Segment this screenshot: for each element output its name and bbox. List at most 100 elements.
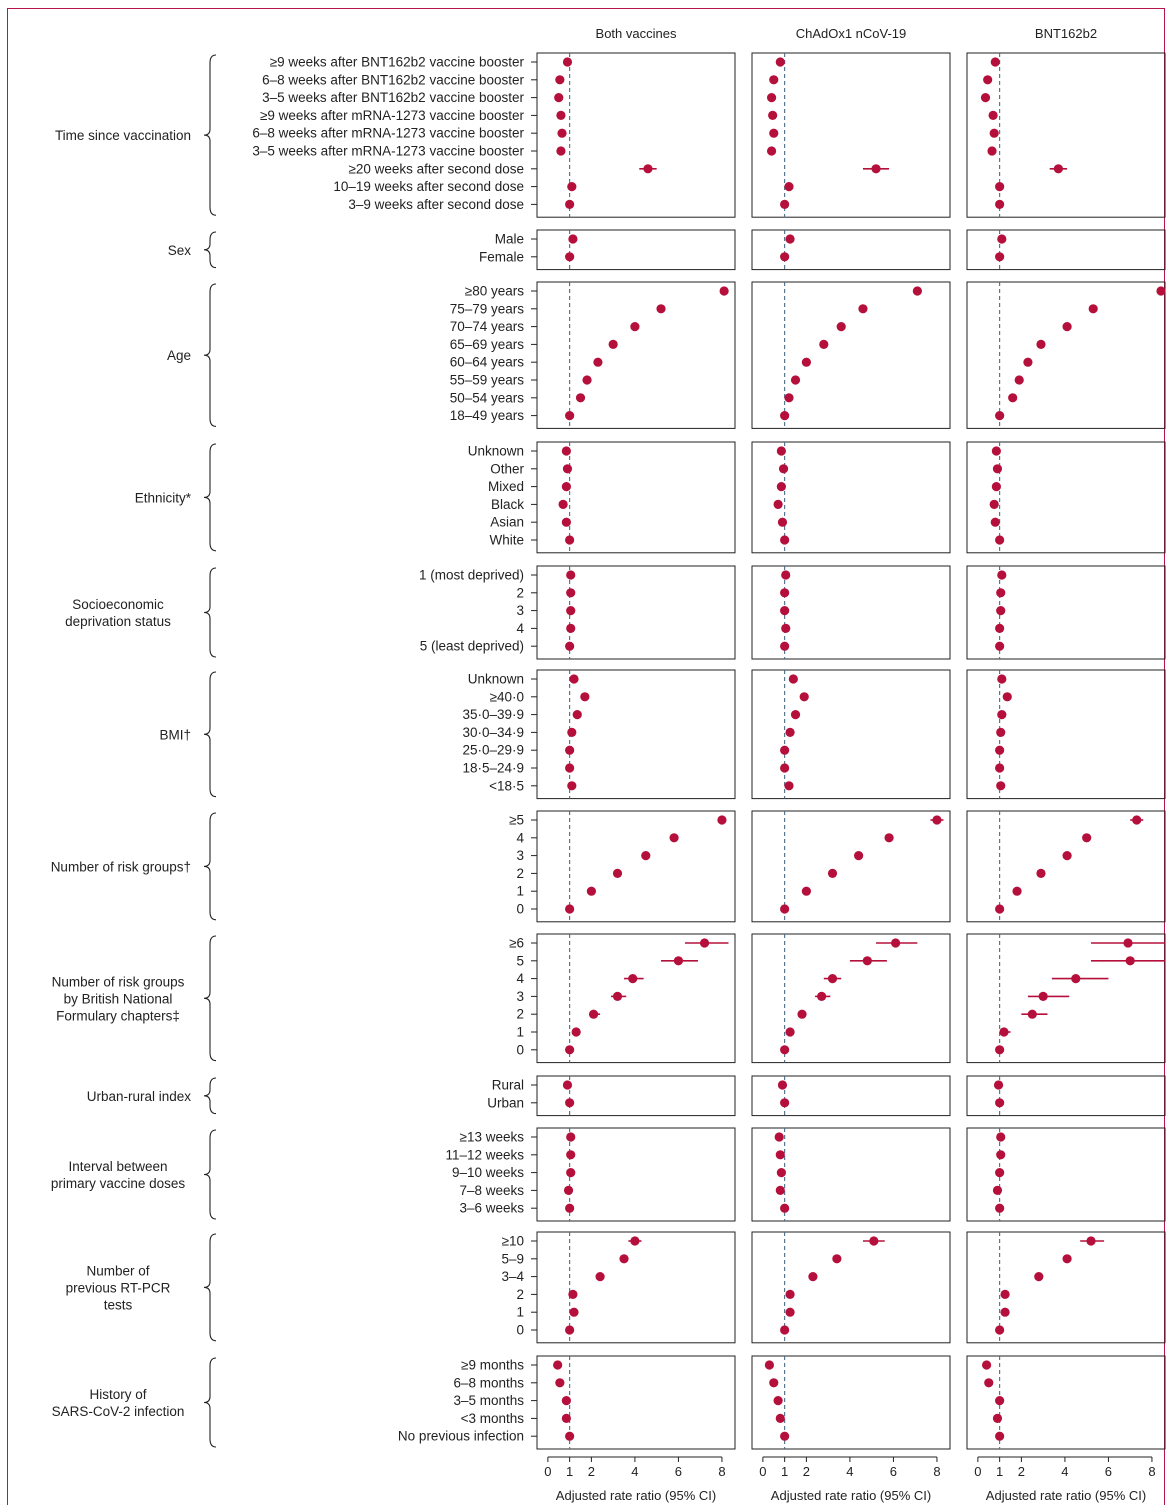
estimate-point xyxy=(1038,991,1048,1002)
x-tick-label: 1 xyxy=(781,1464,788,1479)
estimate-point xyxy=(561,517,571,527)
estimate-point xyxy=(1082,833,1092,843)
estimate-point xyxy=(1125,956,1135,966)
estimate-point xyxy=(565,1325,575,1335)
x-axis-label: Adjusted rate ratio (95% CI) xyxy=(771,1488,931,1503)
row-label: 6–8 months xyxy=(453,1375,524,1390)
panel-title: Both vaccines xyxy=(596,26,677,41)
row-label: 4 xyxy=(516,621,524,636)
panel-box xyxy=(751,441,951,554)
row-label: 0 xyxy=(516,902,524,917)
group-label: Interval between primary vaccine doses xyxy=(51,1159,186,1191)
row-label: ≥9 months xyxy=(461,1358,524,1373)
estimate-point xyxy=(561,1413,571,1423)
estimate-point xyxy=(562,464,573,474)
estimate-point xyxy=(1002,692,1012,702)
x-tick-label: 8 xyxy=(718,1464,725,1479)
row-label: Rural xyxy=(492,1078,524,1093)
estimate-point xyxy=(785,1027,795,1037)
estimate-point xyxy=(785,727,795,738)
panel-title: ChAdOx1 nCoV-19 xyxy=(796,26,907,41)
x-tick-label: 2 xyxy=(1018,1464,1025,1479)
estimate-point xyxy=(563,1185,574,1195)
estimate-point xyxy=(780,1325,790,1335)
estimate-point xyxy=(780,199,790,209)
row-label: 3 xyxy=(516,989,524,1004)
row-label: Unknown xyxy=(468,672,524,687)
estimate-point xyxy=(780,745,790,755)
estimate-point xyxy=(780,904,790,914)
row-label: 1 xyxy=(516,884,524,899)
row-label: 5 xyxy=(516,953,524,968)
row-label: 70–74 years xyxy=(450,319,525,334)
estimate-point xyxy=(995,199,1005,209)
estimate-point xyxy=(989,499,999,509)
estimate-point xyxy=(1088,304,1098,314)
group-label: Urban-rural index xyxy=(87,1089,192,1104)
estimate-point xyxy=(780,588,790,598)
panel-box xyxy=(966,1075,1166,1117)
estimate-point xyxy=(995,904,1005,914)
row-label: Male xyxy=(495,232,524,247)
estimate-point xyxy=(769,128,779,138)
estimate-point xyxy=(586,886,596,896)
estimate-point xyxy=(565,745,575,755)
row-label: 3–5 months xyxy=(453,1393,524,1408)
row-label: 65–69 years xyxy=(450,337,525,352)
x-tick-label: 2 xyxy=(588,1464,595,1479)
estimate-point xyxy=(766,93,777,103)
group-label: Sex xyxy=(168,243,192,258)
estimate-point xyxy=(988,110,998,120)
estimate-point xyxy=(997,710,1007,720)
panel-box xyxy=(966,669,1166,800)
estimate-point xyxy=(612,868,623,879)
row-label: 7–8 weeks xyxy=(459,1183,524,1198)
estimate-point xyxy=(777,517,788,527)
x-tick-label: 6 xyxy=(1105,1464,1112,1479)
estimate-point xyxy=(566,570,576,580)
estimate-point xyxy=(995,763,1005,773)
row-label: 6–8 weeks after BNT162b2 vaccine booster xyxy=(262,72,524,87)
estimate-point xyxy=(997,674,1007,684)
row-label: 3–4 xyxy=(501,1269,524,1284)
estimate-point xyxy=(553,1360,563,1370)
estimate-point xyxy=(996,781,1006,791)
panel-box xyxy=(966,281,1166,429)
row-label: Unknown xyxy=(468,444,524,459)
panel-box xyxy=(751,933,951,1064)
group-label: Age xyxy=(167,348,191,363)
estimate-point xyxy=(1132,815,1142,825)
panel-box xyxy=(751,810,951,923)
panel-box xyxy=(751,1355,951,1450)
group-brace xyxy=(203,812,217,921)
panel-box xyxy=(751,52,951,218)
row-label: 1 xyxy=(516,1025,524,1040)
estimate-point xyxy=(572,710,582,720)
row-label: 0 xyxy=(516,1323,524,1338)
estimate-point xyxy=(565,252,575,262)
x-tick-label: 4 xyxy=(1061,1464,1068,1479)
group-label: Number of risk groups by British National… xyxy=(52,974,185,1023)
estimate-point xyxy=(561,482,571,492)
row-label: 18–49 years xyxy=(450,408,525,423)
estimate-point xyxy=(775,1150,785,1160)
estimate-point xyxy=(996,606,1006,616)
group-brace xyxy=(203,443,217,552)
estimate-point xyxy=(817,991,827,1002)
estimate-point xyxy=(673,956,684,966)
row-label: 2 xyxy=(516,1007,524,1022)
row-label: 11–12 weeks xyxy=(445,1147,524,1162)
estimate-point xyxy=(995,535,1005,545)
x-axis-label: Adjusted rate ratio (95% CI) xyxy=(986,1488,1146,1503)
estimate-point xyxy=(565,1203,575,1213)
estimate-point xyxy=(785,1289,795,1299)
row-label: 3 xyxy=(516,848,524,863)
estimate-point xyxy=(780,1203,790,1213)
estimate-point xyxy=(836,322,846,332)
estimate-point xyxy=(1027,1009,1037,1019)
estimate-point xyxy=(1123,938,1133,948)
panel-box xyxy=(536,1231,736,1344)
row-label: 3 xyxy=(516,603,524,618)
x-tick-label: 2 xyxy=(803,1464,810,1479)
estimate-point xyxy=(780,1431,790,1441)
